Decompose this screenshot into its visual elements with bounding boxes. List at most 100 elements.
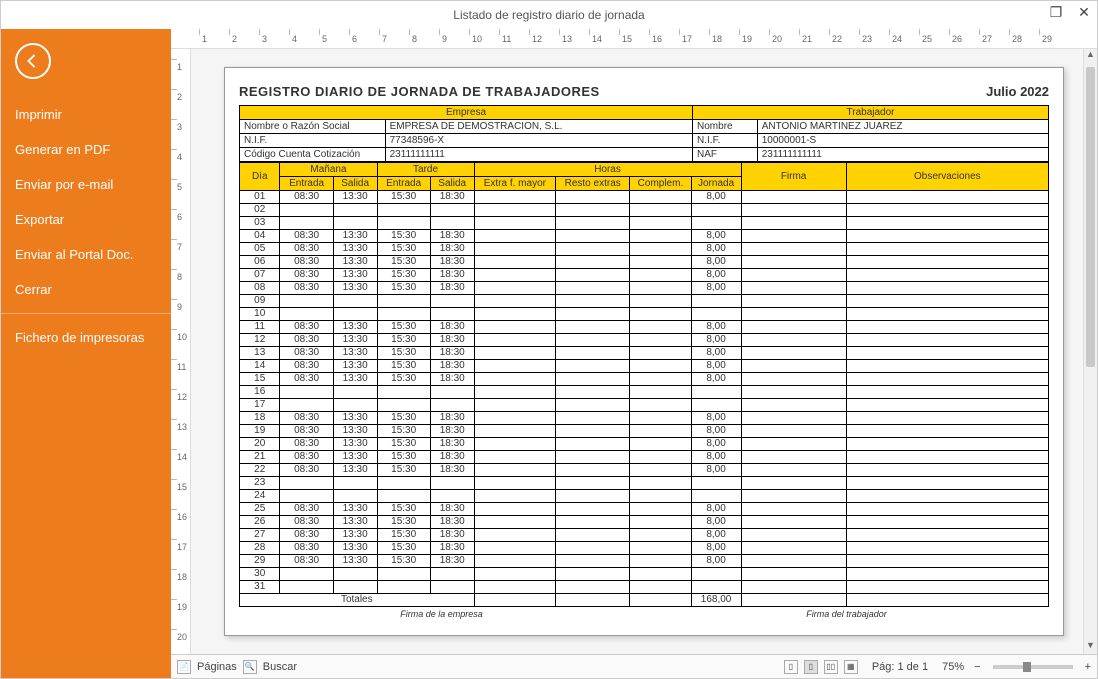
table-cell bbox=[556, 230, 630, 243]
sidebar-item-email[interactable]: Enviar por e-mail bbox=[1, 167, 171, 202]
ruler-h-label: 11 bbox=[502, 34, 511, 44]
table-cell: 08:30 bbox=[280, 373, 333, 386]
table-cell bbox=[691, 295, 741, 308]
view-grid-icon[interactable]: ▦ bbox=[844, 660, 858, 674]
table-cell bbox=[474, 204, 556, 217]
worker-header: Trabajador bbox=[693, 106, 1049, 120]
table-cell: 08:30 bbox=[280, 347, 333, 360]
sidebar-item-pdf[interactable]: Generar en PDF bbox=[1, 132, 171, 167]
pages-label[interactable]: Páginas bbox=[197, 661, 237, 673]
table-row: 1508:3013:3015:3018:308,00 bbox=[240, 373, 1049, 386]
table-cell bbox=[556, 438, 630, 451]
table-cell bbox=[377, 477, 430, 490]
table-cell bbox=[630, 594, 691, 607]
table-cell bbox=[630, 308, 691, 321]
table-cell: 13:30 bbox=[333, 230, 377, 243]
table-cell bbox=[474, 581, 556, 594]
table-cell bbox=[430, 568, 474, 581]
table-cell bbox=[846, 347, 1048, 360]
search-icon[interactable]: 🔍 bbox=[243, 660, 257, 674]
ruler-h-label: 23 bbox=[862, 34, 872, 44]
table-row: 2608:3013:3015:3018:308,00 bbox=[240, 516, 1049, 529]
table-cell: 8,00 bbox=[691, 542, 741, 555]
sidebar-item-close[interactable]: Cerrar bbox=[1, 272, 171, 307]
table-cell: 18:30 bbox=[430, 191, 474, 204]
ruler-h-tick: 19 bbox=[739, 29, 769, 35]
table-cell: 8,00 bbox=[691, 464, 741, 477]
table-cell bbox=[846, 529, 1048, 542]
sidebar-item-print[interactable]: Imprimir bbox=[1, 97, 171, 132]
table-cell bbox=[377, 204, 430, 217]
table-row: 31 bbox=[240, 581, 1049, 594]
pages-icon[interactable]: 📄 bbox=[177, 660, 191, 674]
zoom-in-button[interactable]: + bbox=[1085, 661, 1091, 673]
value-nombre: ANTONIO MARTINEZ JUAREZ bbox=[757, 120, 1048, 134]
value-ccc: 23111111111 bbox=[385, 148, 692, 162]
table-cell bbox=[430, 399, 474, 412]
search-label[interactable]: Buscar bbox=[263, 661, 297, 673]
table-cell: 05 bbox=[240, 243, 280, 256]
ruler-v-label: 13 bbox=[177, 422, 187, 432]
value-razon: EMPRESA DE DEMOSTRACION, S.L. bbox=[385, 120, 692, 134]
table-cell: 26 bbox=[240, 516, 280, 529]
scroll-up-icon[interactable]: ▲ bbox=[1084, 49, 1097, 63]
table-cell bbox=[474, 516, 556, 529]
signature-worker-label: Firma del trabajador bbox=[644, 609, 1049, 619]
table-cell bbox=[556, 386, 630, 399]
window-title: Listado de registro diario de jornada bbox=[1, 8, 1097, 22]
table-cell bbox=[741, 282, 846, 295]
maximize-button[interactable]: ❐ bbox=[1047, 3, 1065, 21]
table-cell: 8,00 bbox=[691, 256, 741, 269]
table-cell bbox=[846, 503, 1048, 516]
sidebar-item-portal[interactable]: Enviar al Portal Doc. bbox=[1, 237, 171, 272]
ruler-h-tick: 7 bbox=[379, 29, 409, 35]
table-cell bbox=[377, 399, 430, 412]
table-cell: 13:30 bbox=[333, 347, 377, 360]
table-cell bbox=[846, 425, 1048, 438]
table-cell: 08:30 bbox=[280, 282, 333, 295]
table-cell: 13:30 bbox=[333, 334, 377, 347]
table-cell: 13:30 bbox=[333, 555, 377, 568]
table-cell: 18:30 bbox=[430, 412, 474, 425]
table-cell bbox=[474, 542, 556, 555]
table-cell bbox=[280, 399, 333, 412]
table-cell bbox=[474, 269, 556, 282]
close-button[interactable]: ✕ bbox=[1075, 3, 1093, 21]
table-cell bbox=[430, 204, 474, 217]
table-cell bbox=[556, 581, 630, 594]
ruler-v-tick: 11 bbox=[171, 359, 177, 389]
table-cell: 08:30 bbox=[280, 464, 333, 477]
table-cell: 15:30 bbox=[377, 542, 430, 555]
view-single-icon[interactable]: ▯ bbox=[784, 660, 798, 674]
ruler-h-tick: 5 bbox=[319, 29, 349, 35]
ruler-h-label: 2 bbox=[232, 34, 237, 44]
document-canvas[interactable]: REGISTRO DIARIO DE JORNADA DE TRABAJADOR… bbox=[191, 49, 1097, 654]
table-cell: 13:30 bbox=[333, 191, 377, 204]
sidebar-item-export[interactable]: Exportar bbox=[1, 202, 171, 237]
vertical-scrollbar[interactable]: ▲ ▼ bbox=[1083, 49, 1097, 654]
table-row: 0408:3013:3015:3018:308,00 bbox=[240, 230, 1049, 243]
scroll-thumb[interactable] bbox=[1086, 67, 1095, 367]
col-jornada: Jornada bbox=[691, 177, 741, 191]
scroll-down-icon[interactable]: ▼ bbox=[1084, 640, 1097, 654]
table-cell bbox=[280, 204, 333, 217]
table-cell: 13:30 bbox=[333, 503, 377, 516]
col-tarde-entrada: Entrada bbox=[377, 177, 430, 191]
table-row: 17 bbox=[240, 399, 1049, 412]
table-cell bbox=[846, 399, 1048, 412]
table-cell bbox=[556, 490, 630, 503]
table-cell bbox=[556, 555, 630, 568]
table-cell bbox=[630, 243, 691, 256]
zoom-slider[interactable] bbox=[993, 665, 1073, 669]
view-double-icon[interactable]: ▯▯ bbox=[824, 660, 838, 674]
table-cell bbox=[630, 438, 691, 451]
view-continuous-icon[interactable]: ▯ bbox=[804, 660, 818, 674]
table-row: 0608:3013:3015:3018:308,00 bbox=[240, 256, 1049, 269]
back-button[interactable] bbox=[15, 43, 51, 79]
zoom-thumb[interactable] bbox=[1023, 662, 1031, 672]
zoom-out-button[interactable]: − bbox=[974, 661, 980, 673]
sidebar-item-printers[interactable]: Fichero de impresoras bbox=[1, 320, 171, 355]
ruler-v-tick: 10 bbox=[171, 329, 177, 359]
table-cell: 8,00 bbox=[691, 230, 741, 243]
ruler-v-label: 17 bbox=[177, 542, 187, 552]
